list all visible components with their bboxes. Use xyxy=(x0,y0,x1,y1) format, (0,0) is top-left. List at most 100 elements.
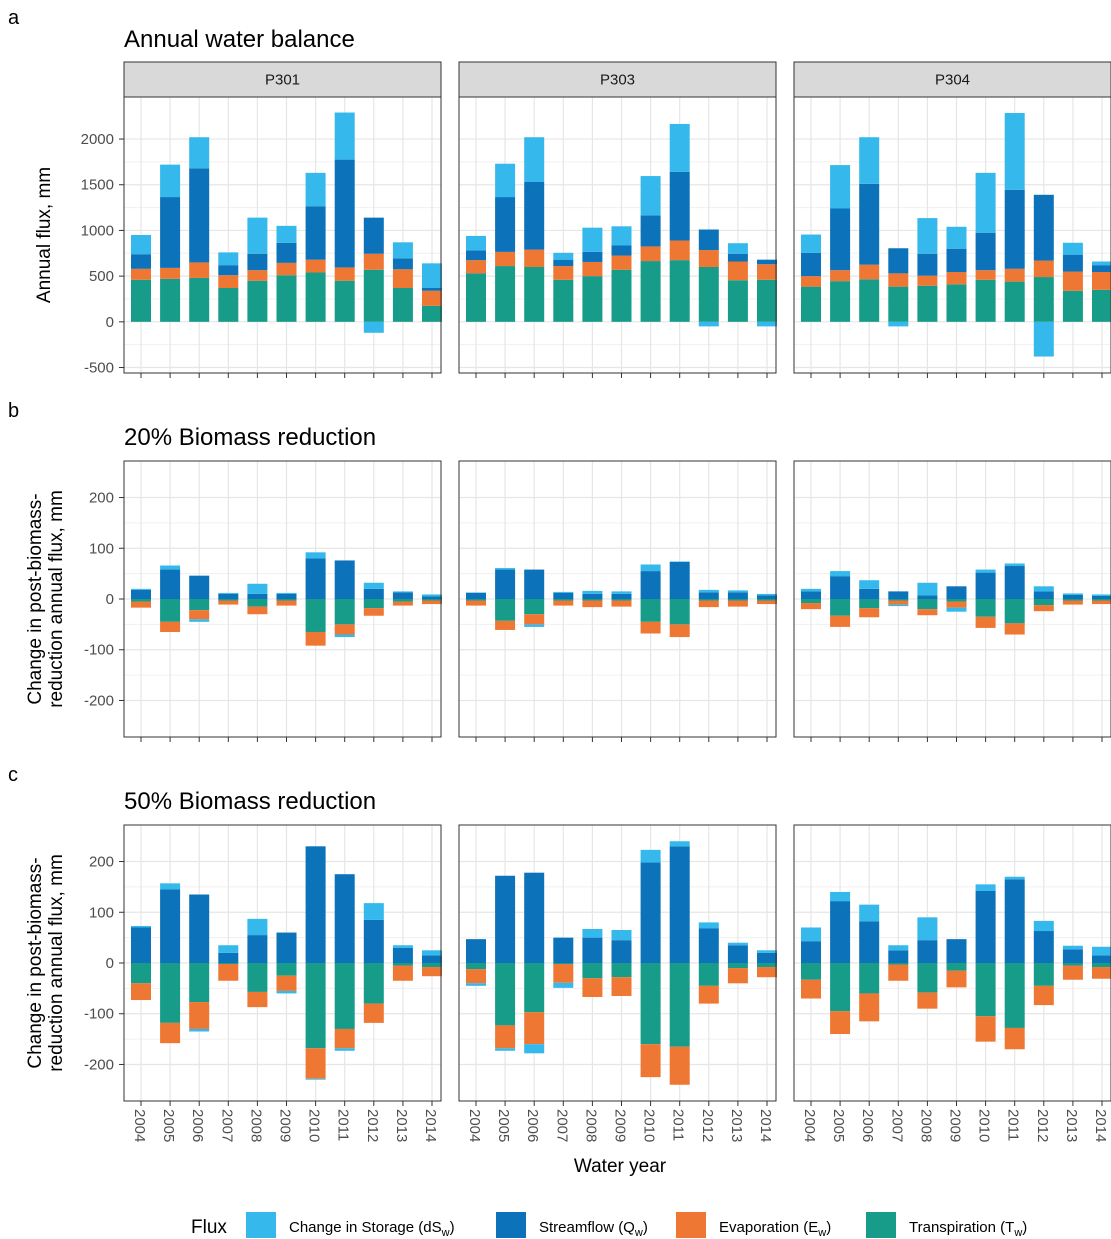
bar-Q-2011 xyxy=(1004,879,1025,963)
bar-T-2004 xyxy=(801,599,821,604)
bar-E-2006 xyxy=(524,249,545,267)
bar-Q-2005 xyxy=(830,576,851,599)
x-tick-label: 2010 xyxy=(976,1109,993,1142)
bar-Q-2012 xyxy=(1033,591,1054,599)
bar-E-2013 xyxy=(727,968,748,984)
bar-T-2010 xyxy=(305,963,326,1049)
bar-E-2005 xyxy=(160,621,181,632)
bar-T-2010 xyxy=(640,963,661,1045)
row-title: 20% Biomass reduction xyxy=(124,424,376,451)
facet-strip-label: P301 xyxy=(265,72,300,89)
legend-label-T: Transpiration (Tw) xyxy=(909,1219,1027,1239)
bar-dS-2010 xyxy=(640,564,661,572)
bar-dS-2008 xyxy=(247,217,268,254)
bar-Q-2006 xyxy=(524,181,545,250)
bar-dS-2013 xyxy=(1062,593,1083,595)
bar-Q-2007 xyxy=(888,248,909,274)
bar-dS-2011 xyxy=(334,634,355,638)
bar-dS-2007 xyxy=(218,945,239,953)
bar-E-2005 xyxy=(495,251,516,267)
bar-Q-2010 xyxy=(640,215,661,247)
bar-dS-2006 xyxy=(524,1044,545,1054)
bar-E-2009 xyxy=(946,601,967,608)
y-tick-label: 200 xyxy=(89,854,114,871)
panel-border xyxy=(123,824,442,1102)
bar-E-2012 xyxy=(1033,260,1054,278)
x-tick-label: 2010 xyxy=(306,1109,323,1142)
bar-dS-2006 xyxy=(524,624,545,627)
bar-Q-2005 xyxy=(160,889,181,963)
bar-dS-2005 xyxy=(830,891,851,902)
bar-T-2004 xyxy=(466,599,486,601)
bar-dS-2006 xyxy=(859,137,880,184)
bar-dS-2009 xyxy=(946,226,967,249)
bar-dS-2014 xyxy=(1092,594,1111,596)
bar-dS-2011 xyxy=(1004,563,1025,567)
bar-Q-2014 xyxy=(422,955,442,963)
bar-T-2007 xyxy=(218,288,239,322)
facet-strip xyxy=(793,61,1111,98)
bar-dS-2014 xyxy=(1092,261,1111,266)
bar-Q-2009 xyxy=(276,932,297,963)
bar-E-2013 xyxy=(1062,965,1083,980)
bar-T-2011 xyxy=(669,599,690,625)
bar-T-2012 xyxy=(1033,599,1054,606)
bar-Q-2010 xyxy=(975,572,996,599)
bar-Q-2005 xyxy=(495,875,516,963)
bar-E-2004 xyxy=(131,983,151,1001)
bar-E-2012 xyxy=(698,985,719,1004)
bar-E-2014 xyxy=(757,264,777,280)
bar-Q-2013 xyxy=(1062,254,1083,272)
bar-dS-2010 xyxy=(640,176,661,216)
x-tick-label: 2007 xyxy=(888,1109,905,1142)
bar-E-2006 xyxy=(859,264,880,280)
bar-dS-2011 xyxy=(334,1048,355,1051)
panel-P301-c: 2004 2005 2006 2007 2008 2009 2010 2011 2012 2013… xyxy=(123,824,442,1142)
y-tick-label: 100 xyxy=(89,540,114,557)
bar-dS-2004 xyxy=(466,235,486,251)
bar-T-2004 xyxy=(131,599,151,602)
bar-E-2006 xyxy=(524,1012,545,1045)
bar-Q-2010 xyxy=(640,862,661,963)
bar-E-2009 xyxy=(611,600,632,607)
bar-Q-2007 xyxy=(218,265,239,276)
bar-E-2014 xyxy=(1092,272,1111,290)
x-tick-label: 2005 xyxy=(160,1109,177,1142)
bar-T-2009 xyxy=(276,963,297,976)
bar-T-2004 xyxy=(131,279,151,322)
bar-E-2010 xyxy=(305,631,326,646)
bar-T-2009 xyxy=(276,599,297,601)
panel-P303-b xyxy=(458,460,777,742)
bar-dS-2008 xyxy=(247,583,268,594)
y-tick-label: 0 xyxy=(106,591,114,608)
bar-Q-2007 xyxy=(553,937,574,963)
bar-dS-2005 xyxy=(495,1048,516,1051)
bar-T-2012 xyxy=(698,599,719,601)
bar-Q-2005 xyxy=(495,569,516,599)
panel-P304-b xyxy=(793,460,1111,742)
panel-P303-a: P303 xyxy=(458,61,777,378)
bar-Q-2009 xyxy=(946,248,967,273)
bar-dS-2004 xyxy=(131,925,151,928)
bar-T-2009 xyxy=(611,599,632,601)
x-tick-label: 2008 xyxy=(917,1109,934,1142)
bar-dS-2004 xyxy=(466,983,486,986)
legend-swatch-E xyxy=(676,1212,706,1238)
bar-E-2007 xyxy=(218,600,239,605)
y-tick-label: 2000 xyxy=(81,131,114,148)
bar-dS-2014 xyxy=(757,593,777,596)
bar-E-2011 xyxy=(334,267,355,281)
panel-P303-c: 2004 2005 2006 2007 2008 2009 2010 2011 2012 2013… xyxy=(458,824,777,1142)
bar-dS-2004 xyxy=(131,588,151,590)
bar-Q-2007 xyxy=(218,952,239,963)
panel-tag-a: a xyxy=(8,7,20,29)
legend-label-E: Evaporation (Ew) xyxy=(719,1219,831,1239)
bar-dS-2010 xyxy=(975,884,996,891)
bar-E-2010 xyxy=(640,1044,661,1078)
bar-E-2014 xyxy=(757,967,777,978)
legend-swatch-T xyxy=(866,1212,896,1238)
bar-E-2009 xyxy=(276,262,297,276)
x-tick-label: 2004 xyxy=(466,1109,483,1142)
bar-T-2014 xyxy=(757,279,777,322)
